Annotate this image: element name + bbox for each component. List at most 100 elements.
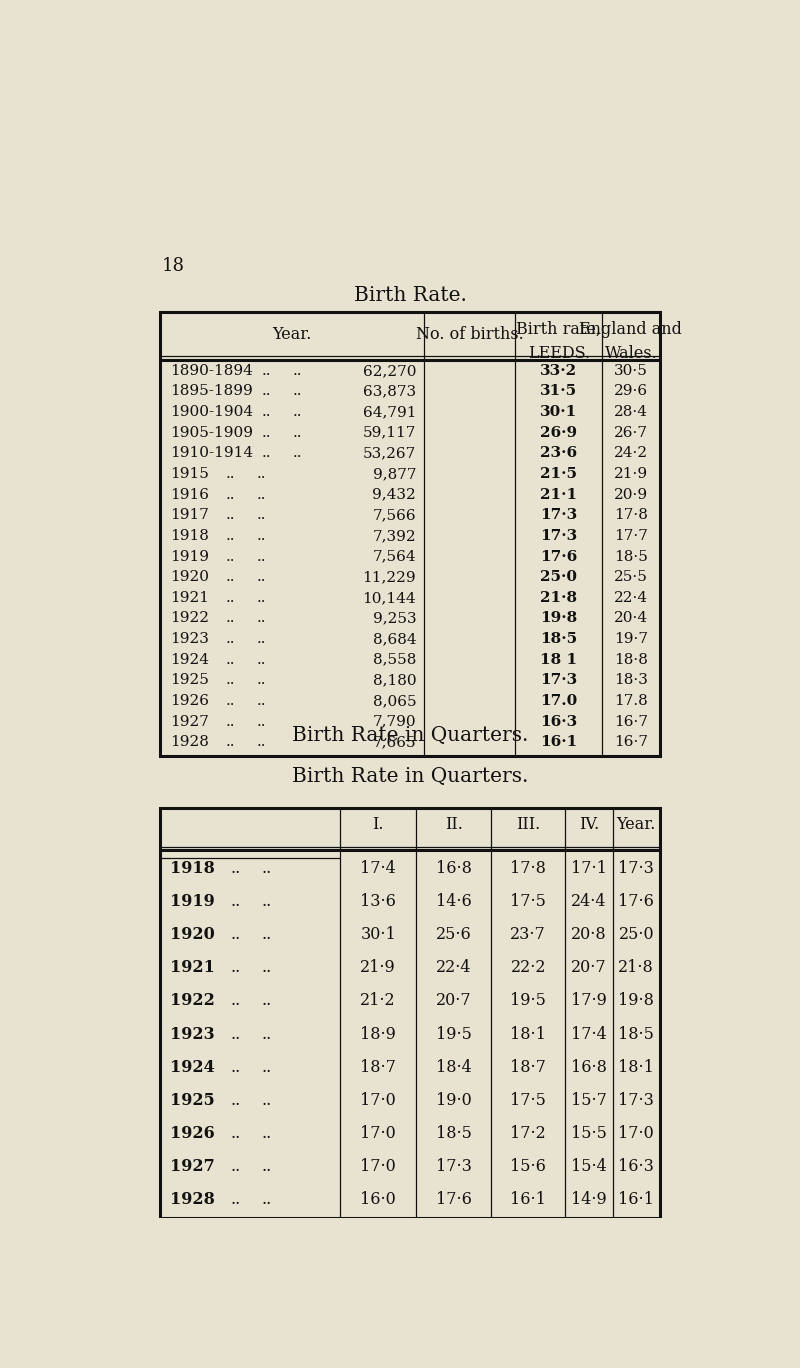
Text: IV.: IV.	[579, 815, 599, 833]
Text: ..: ..	[257, 550, 266, 564]
Text: 33·2: 33·2	[540, 364, 578, 378]
Text: 1925: 1925	[170, 673, 209, 687]
Text: ..: ..	[226, 529, 235, 543]
Text: 23·6: 23·6	[540, 446, 578, 461]
Text: 18·1: 18·1	[510, 1026, 546, 1042]
Text: ..: ..	[257, 611, 266, 625]
Text: ..: ..	[262, 893, 271, 910]
Text: ..: ..	[226, 509, 235, 523]
Text: 17·1: 17·1	[571, 860, 607, 877]
Text: 17·6: 17·6	[540, 550, 578, 564]
Text: ..: ..	[262, 405, 270, 419]
Text: 16·1: 16·1	[540, 735, 578, 750]
Text: 1924: 1924	[170, 653, 209, 666]
Text: 7,790: 7,790	[373, 714, 416, 729]
Text: 1922: 1922	[170, 992, 214, 1010]
Text: 14·6: 14·6	[436, 893, 472, 910]
Text: Birth rate,
LEEDS.: Birth rate, LEEDS.	[516, 321, 602, 361]
Text: ..: ..	[230, 860, 241, 877]
Text: ..: ..	[262, 1092, 271, 1108]
Text: ..: ..	[257, 694, 266, 709]
Text: ..: ..	[292, 405, 302, 419]
Text: 1900-1904: 1900-1904	[170, 405, 253, 419]
Text: 11,229: 11,229	[362, 570, 416, 584]
Text: 17·3: 17·3	[618, 860, 654, 877]
Text: 17·3: 17·3	[540, 673, 578, 687]
Text: ..: ..	[226, 550, 235, 564]
Text: ..: ..	[257, 591, 266, 605]
Text: ..: ..	[292, 446, 302, 461]
Text: ..: ..	[230, 1092, 241, 1108]
Text: 1926: 1926	[170, 694, 209, 709]
Text: 16·3: 16·3	[540, 714, 578, 729]
Text: 59,117: 59,117	[363, 425, 416, 439]
Text: 25·6: 25·6	[436, 926, 472, 943]
Text: ..: ..	[226, 735, 235, 750]
Text: 18·7: 18·7	[510, 1059, 546, 1075]
Text: 13·6: 13·6	[360, 893, 396, 910]
Text: 17·3: 17·3	[436, 1157, 472, 1175]
Text: ..: ..	[292, 384, 302, 398]
Text: 1916: 1916	[170, 487, 209, 502]
Text: 7,564: 7,564	[373, 550, 416, 564]
Text: ..: ..	[226, 570, 235, 584]
Text: 19·7: 19·7	[614, 632, 648, 646]
Text: 21·8: 21·8	[540, 591, 578, 605]
Text: 16·7: 16·7	[614, 735, 648, 750]
Text: 7,665: 7,665	[373, 735, 416, 750]
Text: 1895-1899: 1895-1899	[170, 384, 253, 398]
Text: ..: ..	[230, 1157, 241, 1175]
Text: 7,566: 7,566	[373, 509, 416, 523]
Text: 30·1: 30·1	[360, 926, 396, 943]
Text: 62,270: 62,270	[362, 364, 416, 378]
Text: ..: ..	[262, 992, 271, 1010]
Text: 20·7: 20·7	[436, 992, 472, 1010]
Text: II.: II.	[445, 815, 462, 833]
Text: ..: ..	[257, 509, 266, 523]
Text: 7,392: 7,392	[373, 529, 416, 543]
Text: ..: ..	[226, 673, 235, 687]
Text: 10,144: 10,144	[362, 591, 416, 605]
Text: ..: ..	[226, 591, 235, 605]
Text: 18: 18	[162, 257, 185, 275]
Text: 25·0: 25·0	[618, 926, 654, 943]
Bar	[161, 808, 659, 1219]
Text: ..: ..	[230, 1124, 241, 1142]
Text: 1921: 1921	[170, 959, 214, 977]
Text: 17·0: 17·0	[360, 1092, 396, 1108]
Text: 8,558: 8,558	[373, 653, 416, 666]
Text: 17·4: 17·4	[571, 1026, 607, 1042]
Text: 28·4: 28·4	[614, 405, 648, 419]
Text: ..: ..	[226, 611, 235, 625]
Text: ..: ..	[257, 466, 266, 482]
Text: 1910-1914: 1910-1914	[170, 446, 253, 461]
Text: 18 1: 18 1	[540, 653, 578, 666]
Text: ..: ..	[262, 926, 271, 943]
Text: 1922: 1922	[170, 611, 209, 625]
Text: ..: ..	[262, 384, 270, 398]
Text: 19·8: 19·8	[618, 992, 654, 1010]
Bar	[161, 312, 659, 755]
Text: 17·4: 17·4	[360, 860, 396, 877]
Text: ..: ..	[257, 673, 266, 687]
Text: 1925: 1925	[170, 1092, 214, 1108]
Text: 20·8: 20·8	[571, 926, 607, 943]
Text: 21·5: 21·5	[540, 466, 578, 482]
Text: 24·4: 24·4	[571, 893, 606, 910]
Text: ..: ..	[226, 466, 235, 482]
Text: 16·1: 16·1	[618, 1192, 654, 1208]
Text: ..: ..	[257, 653, 266, 666]
Text: 31·5: 31·5	[540, 384, 578, 398]
Text: ..: ..	[262, 1192, 271, 1208]
Text: 22·4: 22·4	[614, 591, 648, 605]
Text: 15·4: 15·4	[571, 1157, 607, 1175]
Text: 21·9: 21·9	[360, 959, 396, 977]
Text: 15·6: 15·6	[510, 1157, 546, 1175]
Text: ..: ..	[262, 1026, 271, 1042]
Text: 19·8: 19·8	[540, 611, 578, 625]
Text: 17·0: 17·0	[360, 1124, 396, 1142]
Text: Birth Rate in Quarters.: Birth Rate in Quarters.	[292, 767, 528, 787]
Text: 18·5: 18·5	[540, 632, 578, 646]
Text: 21·1: 21·1	[540, 487, 578, 502]
Text: ..: ..	[257, 487, 266, 502]
